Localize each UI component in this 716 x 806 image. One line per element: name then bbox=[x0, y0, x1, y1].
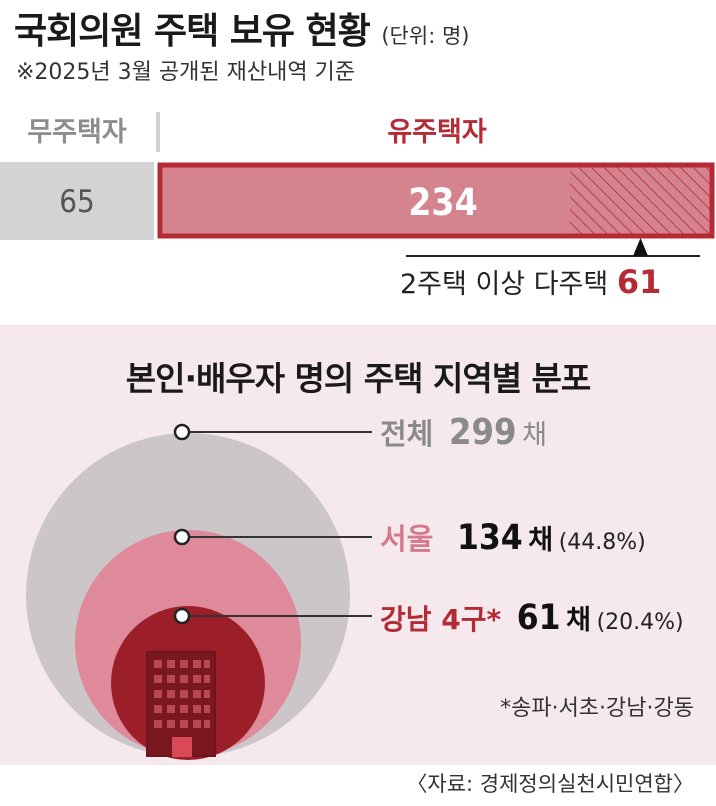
non-owner-label: 무주택자 bbox=[27, 117, 127, 148]
total-label: 전체 bbox=[380, 417, 433, 451]
gangnam-label-row: 강남 4구* 61 채 (20.4%) bbox=[380, 598, 684, 638]
footnote: *송파·서초·강남·강동 bbox=[500, 696, 694, 721]
total-value: 299 bbox=[449, 412, 517, 453]
gangnam-label: 강남 4구* bbox=[380, 603, 502, 636]
chart-title: 국회의원 주택 보유 현황 (단위: 명) bbox=[14, 2, 469, 54]
distribution-title: 본인·배우자 명의 주택 지역별 분포 bbox=[125, 359, 592, 398]
seoul-label-row: 서울 134 채 (44.8%) bbox=[380, 518, 646, 558]
label-divider bbox=[156, 112, 160, 152]
multi-owner-bracket bbox=[406, 238, 700, 257]
owner-value: 234 bbox=[408, 181, 477, 224]
total-marker bbox=[173, 423, 191, 441]
unit-label: (단위: 명) bbox=[381, 24, 470, 48]
ownership-bar-chart: 65 234 bbox=[0, 162, 715, 240]
non-owner-bar bbox=[0, 162, 154, 240]
distribution-circles: 전체 299 채 서울 134 채 (44.8%) 강남 4구* 61 채 (2… bbox=[26, 412, 684, 760]
seoul-pct: (44.8%) bbox=[559, 530, 646, 555]
owner-label: 유주택자 bbox=[387, 117, 487, 148]
owner-bar-frame bbox=[157, 162, 715, 239]
multi-owner-annotation: 2주택 이상 다주택 61 bbox=[400, 262, 661, 301]
total-unit: 채 bbox=[522, 420, 547, 451]
total-label-row: 전체 299 채 bbox=[380, 412, 547, 453]
building-icon bbox=[146, 651, 216, 757]
seoul-label: 서울 bbox=[380, 522, 433, 556]
gangnam-unit: 채 bbox=[566, 605, 591, 636]
seoul-marker bbox=[173, 528, 191, 546]
multi-owner-value: 61 bbox=[616, 263, 662, 301]
gangnam-marker bbox=[173, 607, 191, 625]
multi-owner-segment bbox=[570, 167, 710, 234]
multi-owner-label: 2주택 이상 다주택 bbox=[400, 269, 609, 300]
gangnam-pct: (20.4%) bbox=[597, 610, 684, 635]
seoul-unit: 채 bbox=[528, 525, 553, 556]
subtitle: ※2025년 3월 공개된 재산내역 기준 bbox=[16, 60, 356, 85]
title-text: 국회의원 주택 보유 현황 bbox=[14, 11, 371, 52]
non-owner-value: 65 bbox=[59, 184, 94, 220]
gangnam-value: 61 bbox=[517, 598, 561, 638]
bracket-pointer bbox=[633, 238, 648, 256]
seoul-value: 134 bbox=[457, 518, 523, 558]
source-credit: 〈자료: 경제정의실천시민연합〉 bbox=[406, 772, 694, 796]
